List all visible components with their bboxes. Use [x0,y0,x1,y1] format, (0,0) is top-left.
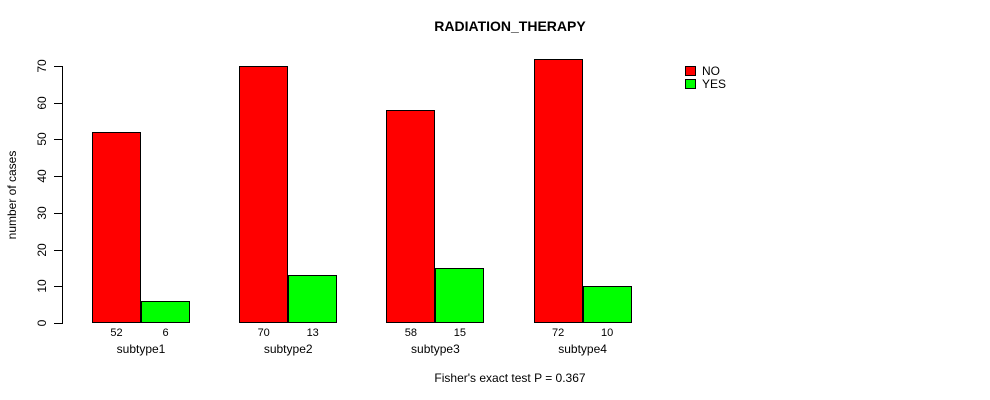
bar-no [92,132,141,323]
bar-value-label: 70 [257,327,270,339]
footnote: Fisher's exact test P = 0.367 [434,371,586,385]
legend: NO YES [685,63,727,91]
category-label: subtype4 [558,342,607,356]
y-tick [54,286,62,288]
category-label: subtype2 [263,342,313,356]
bar-yes [582,286,632,323]
bar-yes [435,267,485,323]
y-tick [54,249,62,251]
category-label: subtype1 [116,342,166,356]
legend-label: YES [702,76,727,91]
y-axis-title: number of cases [5,150,19,240]
y-tick [54,66,62,67]
legend-swatch-yes [685,78,696,89]
y-tick [54,323,62,324]
bar-yes [288,275,338,323]
legend-item: YES [685,76,727,91]
y-tick-label: 10 [35,279,49,293]
y-axis-line [62,66,63,324]
bar-no [239,66,289,323]
y-tick-label: 60 [35,96,49,110]
y-tick-label: 30 [35,206,49,220]
y-tick [54,176,62,178]
y-tick-label: 0 [35,319,49,327]
bar-value-label: 15 [453,327,467,339]
bar-value-label: 72 [551,327,565,339]
legend-swatch-no [685,65,696,76]
category-label: subtype3 [411,342,460,356]
y-tick [54,102,62,104]
legend-item: NO [685,63,726,78]
y-tick-label: 70 [35,59,49,73]
y-tick-label: 40 [35,169,49,183]
bar-value-label: 58 [404,327,418,339]
y-tick-label: 20 [35,242,49,257]
y-tick [54,139,62,141]
bar-yes [141,300,190,323]
y-tick-label: 50 [35,132,49,147]
chart-title: RADIATION_THERAPY [434,18,586,34]
y-tick [54,212,62,214]
bar-value-label: 52 [110,327,123,339]
legend-label: NO [702,63,720,78]
bar-value-label: 13 [306,327,319,339]
bar-value-label: 6 [162,327,169,339]
bar-no [533,58,583,323]
bar-value-label: 10 [600,327,614,339]
bar-no [386,110,436,323]
